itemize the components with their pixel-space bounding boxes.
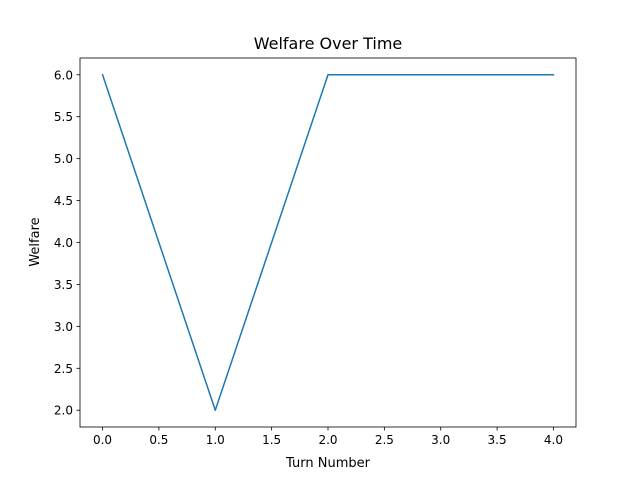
x-tick-label: 0.0 — [93, 433, 112, 447]
chart-title: Welfare Over Time — [254, 34, 403, 53]
y-tick-label: 4.0 — [54, 236, 73, 250]
plot-area: 0.0 0.5 1.0 1.5 2.0 2.5 3.0 3.5 4.0 2.0 2.5 3.0 3.5 4… — [54, 57, 577, 447]
y-tick-label: 2.0 — [54, 404, 73, 418]
y-tick-label: 3.0 — [54, 320, 73, 334]
y-tick-label: 3.5 — [54, 278, 73, 292]
x-tick-label: 1.0 — [206, 433, 225, 447]
x-axis-label: Turn Number — [285, 456, 371, 471]
x-tick-label: 3.0 — [431, 433, 450, 447]
y-tick-label: 4.5 — [54, 194, 73, 208]
y-tick-label: 2.5 — [54, 362, 73, 376]
x-tick-label: 2.0 — [318, 433, 337, 447]
y-tick-label: 5.5 — [54, 110, 73, 124]
y-tick-label: 6.0 — [54, 68, 73, 82]
x-tick-label: 4.0 — [544, 433, 563, 447]
x-tick-label: 0.5 — [149, 433, 168, 447]
y-tick-label: 5.0 — [54, 152, 73, 166]
x-tick-label: 1.5 — [262, 433, 281, 447]
x-tick-label: 2.5 — [375, 433, 394, 447]
y-axis-label: Welfare — [28, 217, 43, 266]
x-tick-label: 3.5 — [488, 433, 507, 447]
series-line-0 — [101, 73, 555, 411]
